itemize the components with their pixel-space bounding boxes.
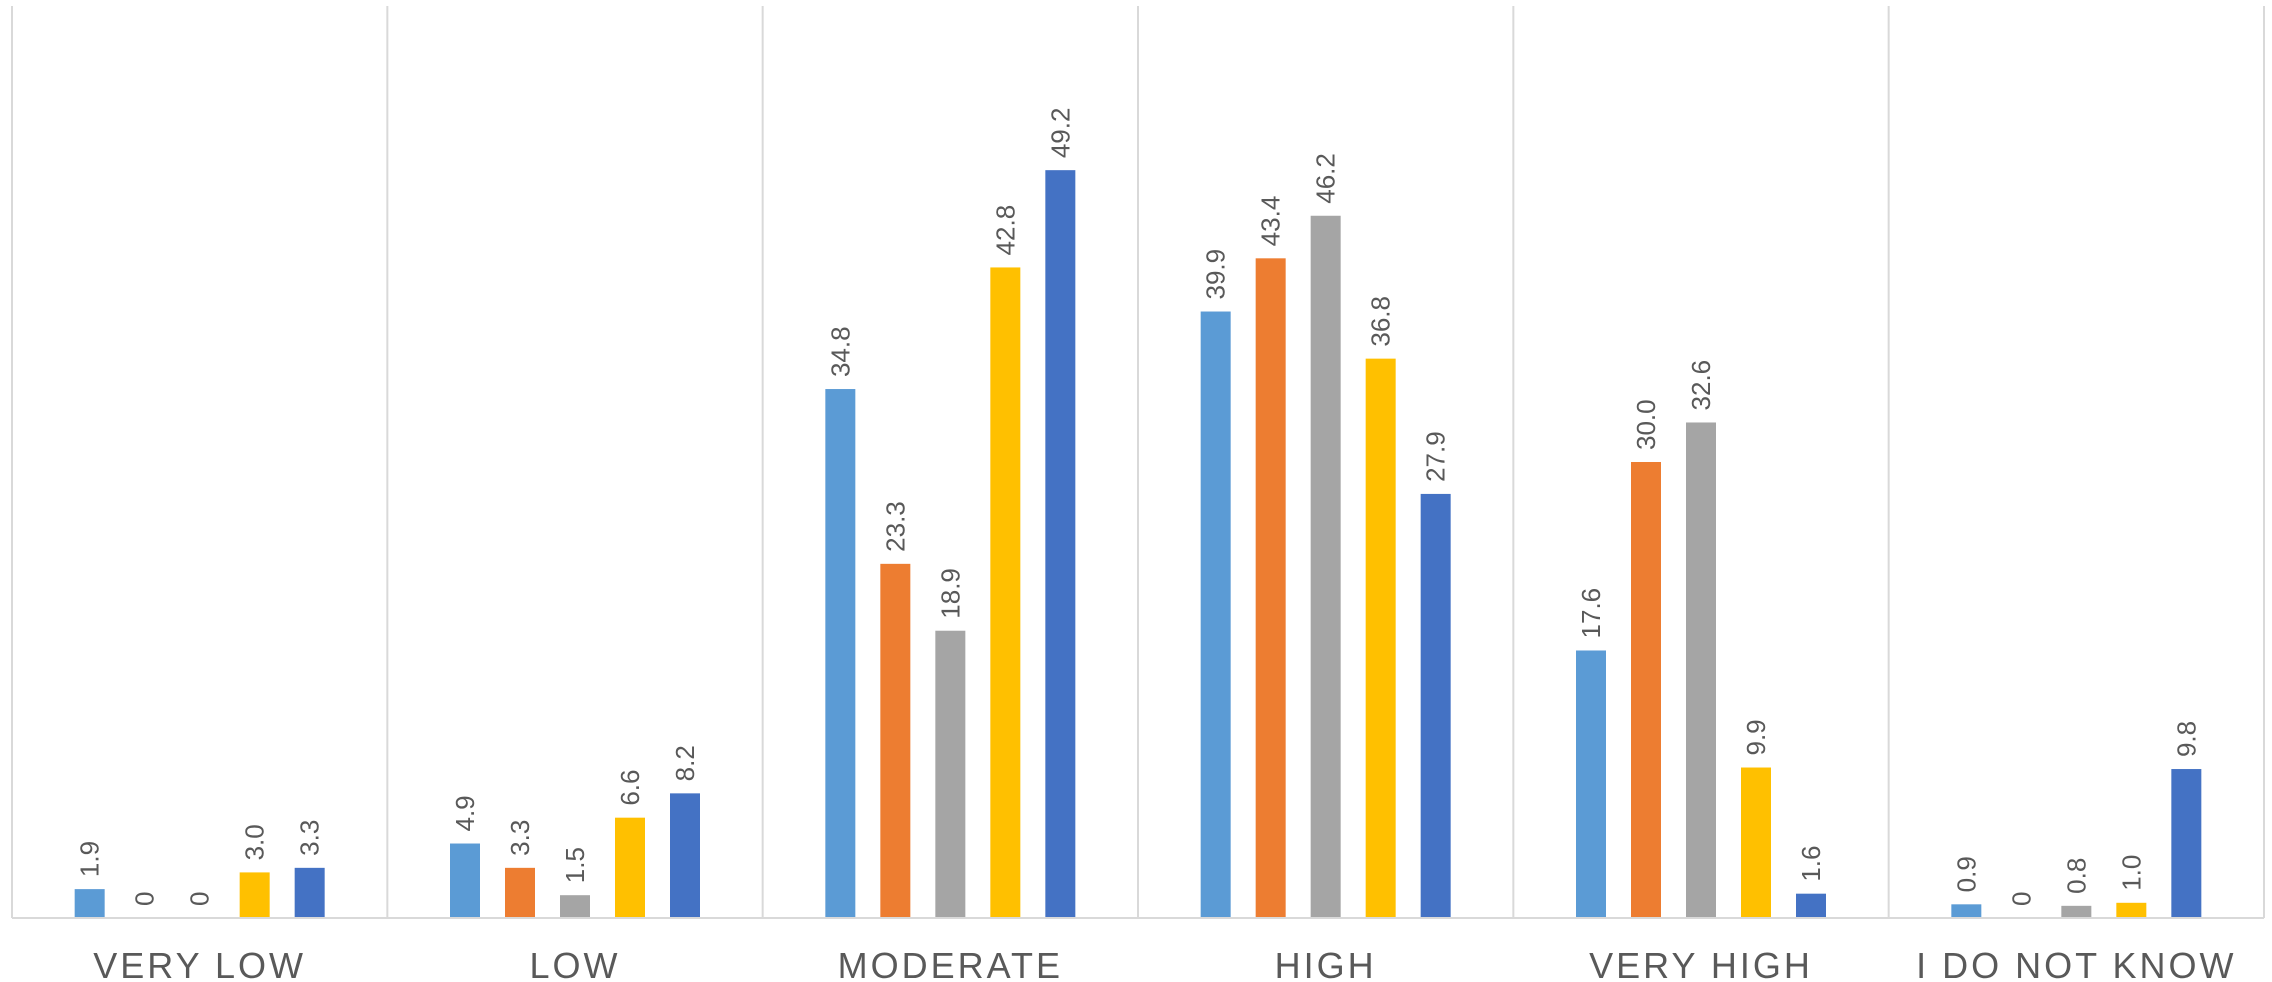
data-label: 36.8 <box>1366 296 1396 347</box>
bar <box>615 817 645 918</box>
data-label: 0 <box>130 892 160 906</box>
data-label: 0 <box>185 892 215 906</box>
data-label: 4.9 <box>450 795 480 831</box>
data-label: 34.8 <box>825 326 855 377</box>
data-label: 1.0 <box>2116 855 2146 891</box>
bar <box>1310 215 1341 918</box>
data-label: 9.8 <box>2171 721 2201 757</box>
bar <box>990 267 1021 918</box>
data-label: 8.2 <box>670 745 700 781</box>
data-label: 3.0 <box>240 824 270 860</box>
value-labels-layer: 1.9 0 0 3.0 3.3 4.9 3.3 1.5 6.6 8.2 34.8 23.3 18.9 42… <box>75 108 2202 906</box>
bar <box>294 867 325 918</box>
bar <box>1686 422 1716 918</box>
bar <box>1631 462 1661 918</box>
bar <box>670 793 700 918</box>
bar <box>2061 905 2092 918</box>
data-label: 18.9 <box>935 568 965 619</box>
data-label: 49.2 <box>1045 108 1075 159</box>
bar <box>505 867 535 918</box>
bar <box>1255 258 1286 918</box>
data-label: 1.5 <box>560 847 590 883</box>
data-label: 27.9 <box>1421 431 1451 482</box>
bar <box>825 389 856 918</box>
data-label: 0 <box>2006 892 2036 906</box>
bar <box>2171 769 2202 918</box>
data-label: 17.6 <box>1576 588 1606 639</box>
category-dividers <box>11 6 2265 918</box>
bar <box>1420 493 1451 918</box>
category-tick-label: HIGH <box>1275 945 1377 982</box>
category-labels-layer: VERY LOW LOW MODERATE HIGH VERY HIGH I DO NOT… <box>93 945 2236 982</box>
bar <box>1045 170 1076 918</box>
category-tick-label: LOW <box>529 945 620 982</box>
data-label: 32.6 <box>1686 360 1716 411</box>
bar <box>1200 311 1231 918</box>
data-label: 43.4 <box>1256 196 1286 247</box>
bar <box>1365 358 1396 918</box>
data-label: 39.9 <box>1201 249 1231 300</box>
data-label: 30.0 <box>1631 399 1661 450</box>
data-label: 23.3 <box>880 501 910 552</box>
category-tick-label: MODERATE <box>838 945 1063 982</box>
data-label: 9.9 <box>1741 719 1771 755</box>
data-label: 3.3 <box>295 820 325 856</box>
data-label: 3.3 <box>505 820 535 856</box>
bar <box>880 563 911 918</box>
bar <box>239 872 270 918</box>
data-label: 0.9 <box>1951 856 1981 892</box>
category-tick-label: VERY LOW <box>93 945 306 982</box>
bar <box>935 630 966 918</box>
category-tick-label: I DO NOT KNOW <box>1916 945 2236 982</box>
bar <box>1741 767 1771 918</box>
bars-layer <box>74 170 2202 918</box>
bar <box>1576 650 1606 918</box>
data-label: 46.2 <box>1311 153 1341 204</box>
bar <box>1951 904 1982 918</box>
bar <box>74 889 105 918</box>
data-label: 1.9 <box>75 841 105 877</box>
data-label: 42.8 <box>990 205 1020 256</box>
data-label: 6.6 <box>615 770 645 806</box>
bar <box>450 843 480 918</box>
bar <box>1796 893 1826 918</box>
category-tick-label: VERY HIGH <box>1589 945 1813 982</box>
data-label: 0.8 <box>2061 858 2091 894</box>
data-label: 1.6 <box>1796 846 1826 882</box>
bar <box>2116 902 2147 918</box>
bar <box>560 895 590 918</box>
